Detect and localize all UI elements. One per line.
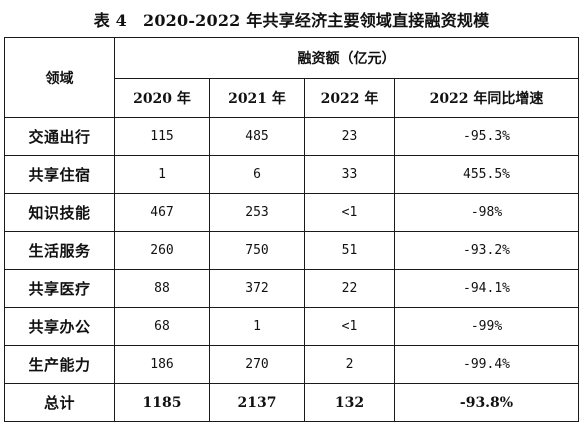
total-2022-cell: 132 [304,383,395,422]
header-financing-amount: 融资额（亿元） [114,37,579,79]
value-2021-cell: 372 [209,269,305,308]
table-caption: 表 4 2020-2022 年共享经济主要领域直接融资规模 [0,7,583,31]
table-row: 共享办公 68 1 <1 -99% [4,307,579,346]
financing-table: 领域 融资额（亿元） 2020 年 2021 年 2022 年 2022 年同比… [4,37,579,422]
value-2021-cell: 270 [209,345,305,384]
value-2022-cell: 22 [304,269,395,308]
growth-cell: 455.5% [394,155,579,194]
domain-cell: 知识技能 [4,193,115,232]
total-label: 总计 [4,383,115,422]
value-2022-cell: 51 [304,231,395,270]
value-2021-cell: 1 [209,307,305,346]
growth-cell: -99% [394,307,579,346]
value-2020-cell: 88 [114,269,210,308]
growth-cell: -99.4% [394,345,579,384]
table-row: 交通出行 115 485 23 -95.3% [4,117,579,156]
header-growth-2022: 2022 年同比增速 [394,78,579,118]
total-2021-cell: 2137 [209,383,305,422]
value-2022-cell: <1 [304,307,395,346]
growth-cell: -95.3% [394,117,579,156]
header-domain: 领域 [4,37,115,118]
header-row-group: 领域 融资额（亿元） [4,37,579,118]
value-2022-cell: <1 [304,193,395,232]
value-2021-cell: 750 [209,231,305,270]
header-year-2021: 2021 年 [209,78,305,118]
value-2021-cell: 253 [209,193,305,232]
growth-cell: -94.1% [394,269,579,308]
domain-cell: 共享办公 [4,307,115,346]
domain-cell: 生产能力 [4,345,115,384]
value-2022-cell: 23 [304,117,395,156]
table-row: 共享医疗 88 372 22 -94.1% [4,269,579,308]
total-2020-cell: 1185 [114,383,210,422]
table-number: 表 4 [93,11,128,30]
value-2020-cell: 1 [114,155,210,194]
value-2022-cell: 33 [304,155,395,194]
domain-cell: 交通出行 [4,117,115,156]
total-growth-cell: -93.8% [394,383,579,422]
header-year-2022: 2022 年 [304,78,395,118]
table-row: 共享住宿 1 6 33 455.5% [4,155,579,194]
domain-cell: 共享住宿 [4,155,115,194]
value-2020-cell: 260 [114,231,210,270]
domain-cell: 生活服务 [4,231,115,270]
header-year-2020: 2020 年 [114,78,210,118]
table-row: 知识技能 467 253 <1 -98% [4,193,579,232]
header-row-years: 2020 年 2021 年 2022 年 2022 年同比增速 [5,78,579,118]
table-row: 生产能力 186 270 2 -99.4% [4,345,579,384]
value-2020-cell: 68 [114,307,210,346]
value-2021-cell: 6 [209,155,305,194]
table-title: 2020-2022 年共享经济主要领域直接融资规模 [143,11,490,30]
table-body: 交通出行 115 485 23 -95.3% 共享住宿 1 6 33 455.5… [4,117,579,422]
table-row: 生活服务 260 750 51 -93.2% [4,231,579,270]
growth-cell: -98% [394,193,579,232]
growth-cell: -93.2% [394,231,579,270]
value-2020-cell: 467 [114,193,210,232]
value-2022-cell: 2 [304,345,395,384]
value-2020-cell: 186 [114,345,210,384]
domain-cell: 共享医疗 [4,269,115,308]
total-row: 总计 1185 2137 132 -93.8% [4,383,579,422]
value-2021-cell: 485 [209,117,305,156]
value-2020-cell: 115 [114,117,210,156]
